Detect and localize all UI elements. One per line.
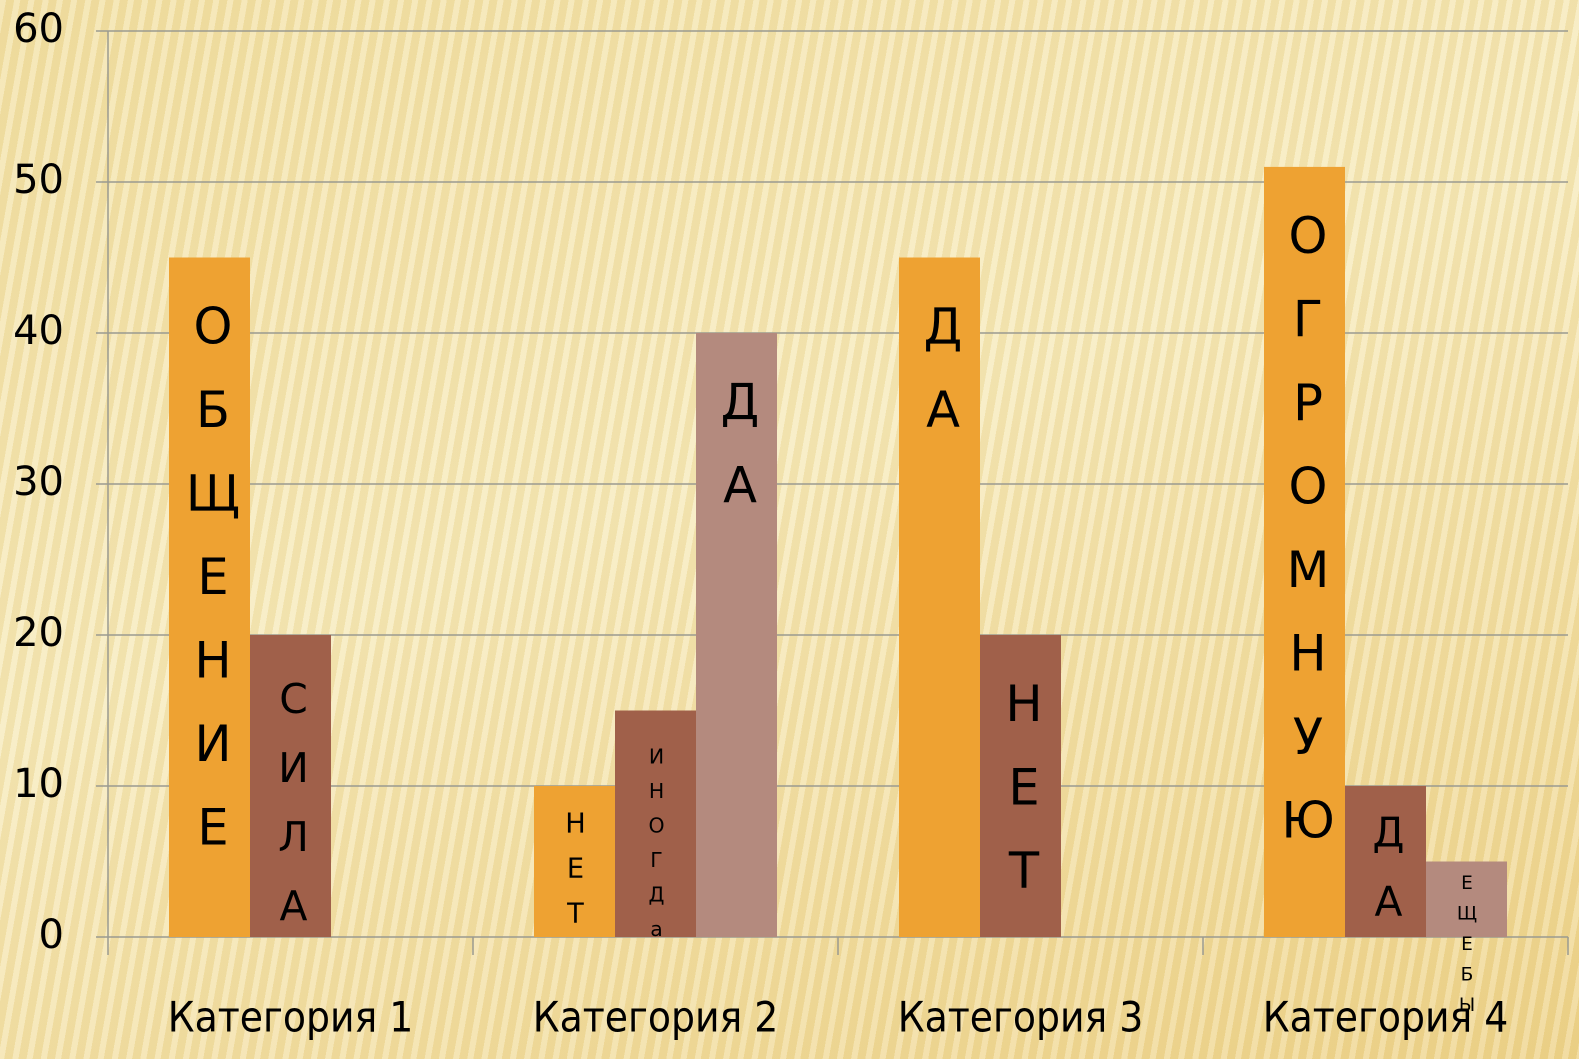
x-tick-label: Категория 4 bbox=[1263, 993, 1509, 1042]
bar-label: ДА bbox=[1365, 809, 1413, 947]
bar-label: ИНОГДа bbox=[645, 744, 669, 951]
y-tick-label: 50 bbox=[13, 157, 64, 203]
bar bbox=[696, 333, 777, 937]
y-tick-label: 60 bbox=[13, 6, 64, 52]
bar bbox=[250, 635, 331, 937]
bar-label: ОБЩЕНИЕ bbox=[184, 298, 242, 883]
bar bbox=[169, 257, 250, 937]
bar bbox=[980, 635, 1061, 937]
x-tick-label: Категория 3 bbox=[898, 993, 1144, 1042]
bar bbox=[899, 257, 980, 937]
bar-label: НЕТ bbox=[995, 675, 1053, 926]
bar-label: ЕЩЕБЫ bbox=[1457, 873, 1478, 1026]
bar bbox=[534, 786, 615, 937]
x-tick-label: Категория 2 bbox=[533, 993, 779, 1042]
bar-label: НЕТ bbox=[560, 809, 591, 944]
bar-label: СИЛА bbox=[270, 675, 318, 951]
y-tick-label: 20 bbox=[13, 610, 64, 656]
bar bbox=[1345, 786, 1426, 937]
y-tick-label: 0 bbox=[39, 912, 64, 958]
bar-label: ДА bbox=[711, 373, 769, 540]
bar-label: ДА bbox=[914, 298, 972, 465]
y-tick-label: 30 bbox=[13, 459, 64, 505]
bar-label: ОГРОМНУЮ bbox=[1279, 207, 1337, 875]
y-tick-label: 10 bbox=[13, 761, 64, 807]
bar bbox=[1426, 861, 1507, 937]
bar bbox=[615, 710, 696, 937]
x-tick-label: Категория 1 bbox=[168, 993, 414, 1042]
bar bbox=[1264, 166, 1345, 937]
y-tick-label: 40 bbox=[13, 308, 64, 354]
